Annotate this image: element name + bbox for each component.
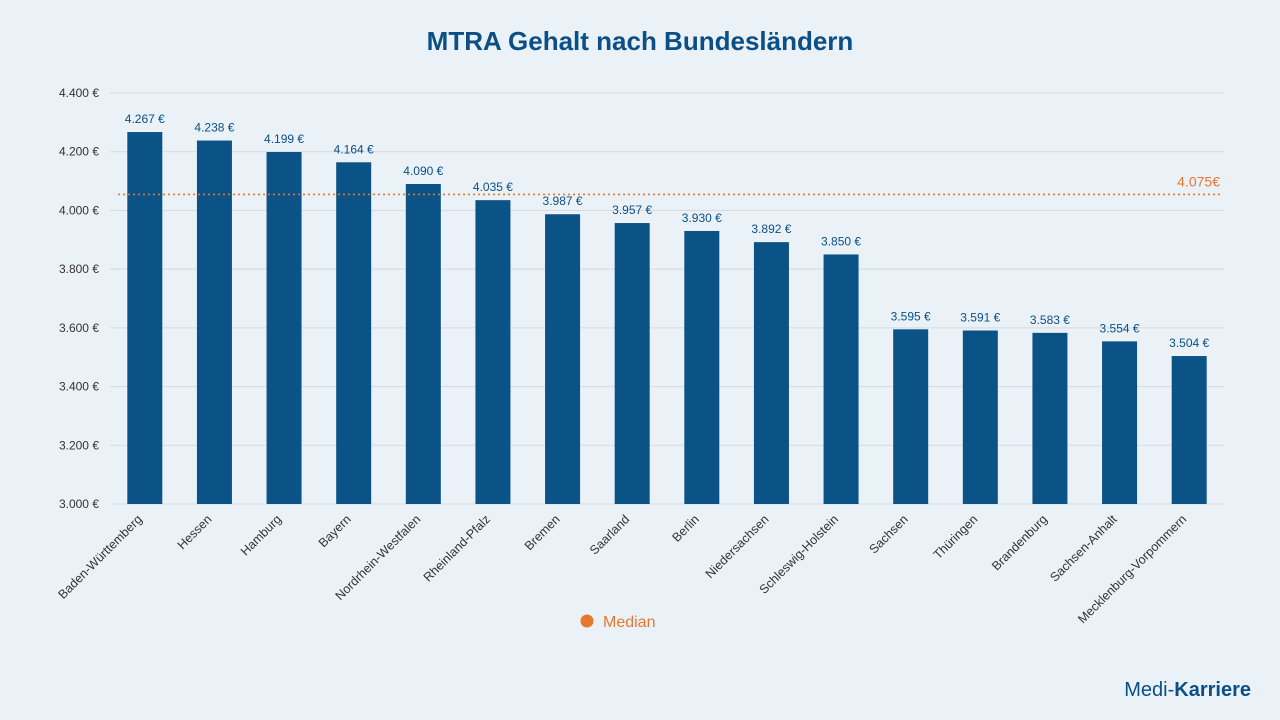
data-label: 3.595 € — [891, 309, 931, 323]
bar — [405, 184, 441, 504]
bar — [545, 214, 581, 504]
data-label: 4.199 € — [264, 132, 304, 146]
data-label: 4.090 € — [403, 164, 443, 178]
legend-median-label: Median — [603, 614, 655, 631]
bars — [127, 132, 1207, 505]
data-label: 3.930 € — [682, 211, 722, 225]
bar — [266, 152, 302, 504]
brand-logo-part2: Karriere — [1174, 679, 1251, 701]
y-tick-label: 3.000 € — [59, 497, 99, 511]
data-label: 4.035 € — [473, 180, 513, 194]
legend: Median — [580, 614, 655, 631]
x-tick-label: Niedersachsen — [703, 512, 772, 581]
bar — [475, 200, 511, 504]
brand-logo: Medi-Karriere — [1124, 679, 1251, 701]
x-axis-ticks: Baden-Württemberg Hessen Hamburg BayernNord… — [55, 512, 1189, 626]
y-tick-label: 4.000 € — [59, 203, 99, 217]
data-label: 4.267 € — [125, 112, 165, 126]
y-tick-label: 3.600 € — [59, 321, 99, 335]
data-label: 3.957 € — [612, 203, 652, 217]
bar — [196, 140, 232, 504]
x-tick-label: Bremen — [522, 512, 563, 553]
x-tick-label: Sachsen — [867, 512, 911, 556]
bar — [614, 223, 650, 505]
x-tick-label: Saarland — [587, 512, 632, 557]
y-tick-label: 3.200 € — [59, 438, 99, 452]
x-tick-label: Brandenburg — [989, 512, 1050, 573]
y-tick-label: 4.200 € — [59, 145, 99, 159]
x-tick-label: Sachsen-Anhalt — [1047, 512, 1120, 585]
bar — [127, 132, 163, 505]
median-value-label: 4.075€ — [1177, 173, 1220, 189]
data-label: 3.591 € — [960, 310, 1000, 324]
bar — [684, 230, 720, 504]
data-label: 4.238 € — [194, 121, 234, 135]
bar — [1032, 332, 1068, 504]
data-label: 3.892 € — [751, 222, 791, 236]
bar — [753, 242, 789, 505]
x-tick-label: Thüringen — [931, 512, 981, 562]
x-tick-label: Bayern — [316, 512, 354, 550]
x-tick-label: Hessen — [175, 512, 215, 552]
y-axis-ticks: 3.000 € 3.200 € 3.400 € 3.600 € 3.800 € 4.000… — [59, 86, 99, 511]
data-label: 3.504 € — [1169, 336, 1209, 350]
y-tick-label: 3.400 € — [59, 380, 99, 394]
bar — [1171, 356, 1207, 504]
bar — [893, 329, 929, 504]
x-tick-label: Hamburg — [238, 512, 284, 558]
x-tick-label: Schleswig-Holstein — [757, 512, 842, 597]
x-tick-label: Baden-Württemberg — [55, 512, 145, 602]
x-tick-label: Berlin — [669, 512, 702, 545]
bar — [1102, 341, 1138, 504]
x-tick-label: Rheinland-Pfalz — [421, 512, 493, 584]
data-label: 3.987 € — [543, 194, 583, 208]
bar — [336, 162, 372, 505]
data-label: 3.850 € — [821, 234, 861, 248]
chart-title: MTRA Gehalt nach Bundesländern — [427, 26, 854, 56]
legend-median-marker — [580, 614, 594, 628]
data-labels: 4.267 € 4.238 € 4.199 € 4.164 € 4.090 € 4.035… — [125, 112, 1210, 350]
bar — [962, 330, 998, 504]
bar — [823, 254, 859, 504]
data-label: 3.583 € — [1030, 313, 1070, 327]
data-label: 3.554 € — [1100, 321, 1140, 335]
y-tick-label: 4.400 € — [59, 86, 99, 100]
data-label: 4.164 € — [334, 142, 374, 156]
brand-logo-part1: Medi- — [1124, 679, 1174, 701]
y-tick-label: 3.800 € — [59, 262, 99, 276]
